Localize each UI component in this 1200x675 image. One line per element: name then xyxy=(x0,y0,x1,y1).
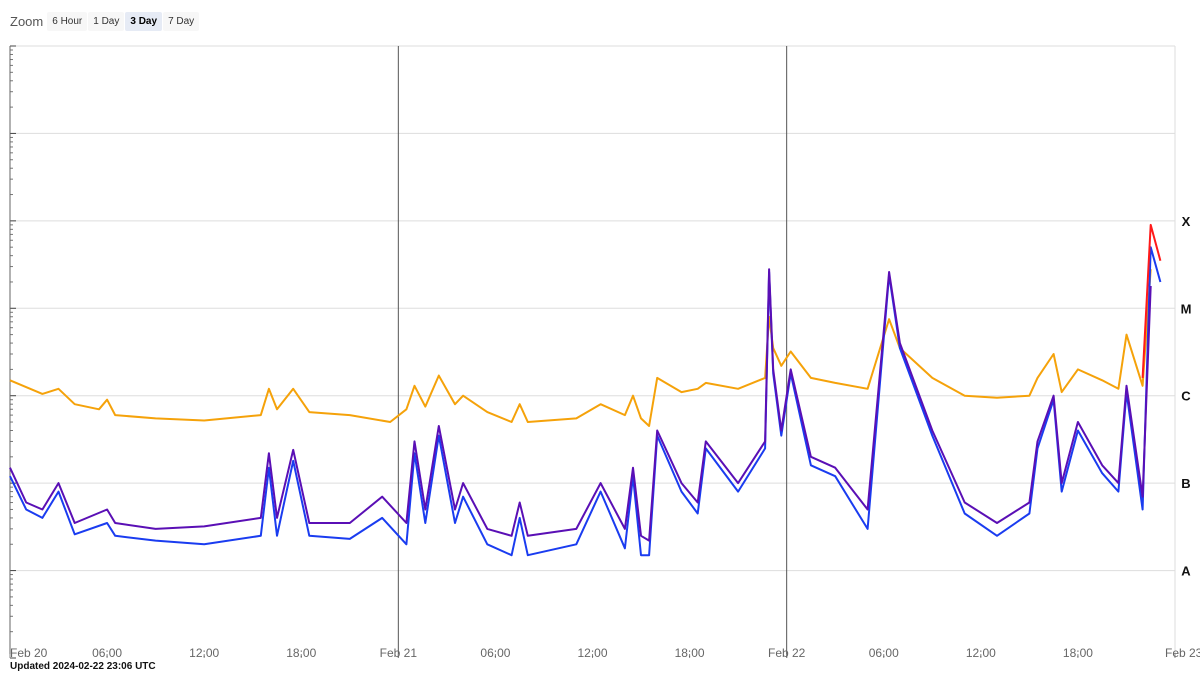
x-tick-label: 06:00 xyxy=(869,646,899,660)
zoom-6-hour-button[interactable]: 6 Hour xyxy=(47,11,88,31)
x-tick-label: 12:00 xyxy=(577,646,607,660)
zoom-1-day-button[interactable]: 1 Day xyxy=(88,11,125,31)
x-tick-label: 18:00 xyxy=(286,646,316,660)
series-layer xyxy=(9,223,1162,557)
series-line-long xyxy=(9,269,1152,427)
class-label: M xyxy=(1181,301,1192,316)
x-tick-label: Feb 22 xyxy=(768,646,806,660)
zoom-label: Zoom xyxy=(10,13,44,29)
zoom-7-day-button[interactable]: 7 Day xyxy=(163,11,200,31)
series-line-short2 xyxy=(9,246,1162,557)
x-tick-label: 18:00 xyxy=(675,646,705,660)
x-tick-label: Feb 21 xyxy=(380,646,418,660)
x-tick-label: 06:00 xyxy=(92,646,122,660)
class-label: X xyxy=(1182,214,1191,229)
label-layer: Feb 20 06:00 12:00 18:00 Feb 21 06:00 12:00 18:… xyxy=(10,214,1200,660)
x-tick-label: Feb 23 xyxy=(1165,646,1200,660)
x-tick-label: 12:00 xyxy=(189,646,219,660)
x-tick-label: 18:00 xyxy=(1063,646,1093,660)
x-tick-label: 06:00 xyxy=(480,646,510,660)
grid-layer xyxy=(9,45,1176,659)
series-line-short xyxy=(9,268,1152,542)
class-label: C xyxy=(1181,389,1191,404)
x-tick-label: 12:00 xyxy=(966,646,996,660)
zoom-3-day-button[interactable]: 3 Day xyxy=(125,11,163,31)
class-label: A xyxy=(1181,564,1191,579)
class-label: B xyxy=(1181,476,1190,491)
series-line-latest_long xyxy=(1141,223,1162,378)
updated-timestamp: Updated 2024-02-22 23:06 UTC xyxy=(10,661,156,672)
x-tick-label: Feb 20 xyxy=(10,646,48,660)
zoom-bar: Zoom 6 Hour 1 Day 3 Day 7 Day xyxy=(10,8,200,34)
